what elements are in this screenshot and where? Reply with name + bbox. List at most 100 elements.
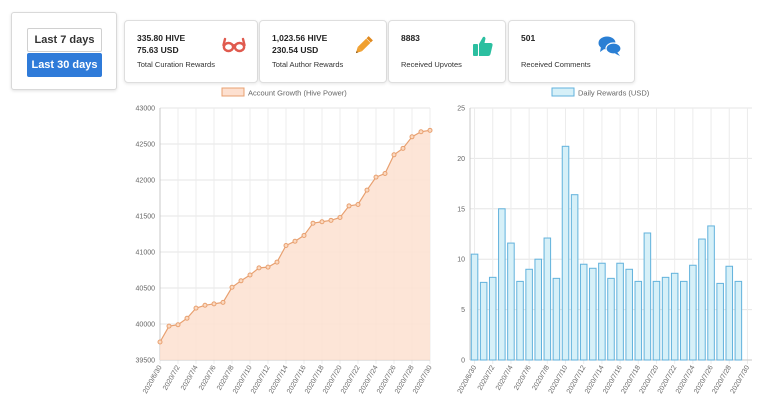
bar xyxy=(579,263,588,361)
data-point xyxy=(256,265,262,271)
bar xyxy=(661,276,670,361)
y-tick-label: 41500 xyxy=(136,214,156,221)
pencil-icon xyxy=(355,36,373,54)
data-point xyxy=(328,217,334,223)
curation-hive-value: 335.80 HIVE xyxy=(137,33,186,43)
x-tick-label: 2020/7/30 xyxy=(730,364,752,395)
y-tick-label: 10 xyxy=(457,257,465,264)
data-point xyxy=(211,301,217,307)
bar xyxy=(488,276,497,361)
x-tick-label: 2020/7/6 xyxy=(198,364,218,391)
data-point xyxy=(319,219,325,225)
bar xyxy=(643,232,652,361)
legend-swatch xyxy=(551,87,575,97)
x-tick-label: 2020/6/30 xyxy=(142,364,164,395)
last-7-days-button[interactable]: Last 7 days xyxy=(27,28,102,52)
last-30-days-button[interactable]: Last 30 days xyxy=(27,53,102,77)
bar xyxy=(525,268,533,361)
data-point xyxy=(427,127,433,133)
bar xyxy=(534,258,543,361)
bar xyxy=(589,267,597,361)
comments-icon xyxy=(598,36,622,56)
y-tick-label: 42000 xyxy=(136,178,156,185)
comments-label: Received Comments xyxy=(521,60,591,69)
data-point xyxy=(346,203,352,209)
data-point xyxy=(418,129,424,135)
curation-rewards-label: Total Curation Rewards xyxy=(137,60,215,69)
bar xyxy=(679,280,688,361)
thumbs-up-icon xyxy=(473,36,493,56)
author-rewards-label: Total Author Rewards xyxy=(272,60,344,69)
bar xyxy=(625,268,633,361)
legend-swatch xyxy=(221,87,245,97)
bar xyxy=(516,280,524,361)
data-point xyxy=(247,272,253,278)
comments-value: 501 xyxy=(521,33,536,43)
x-tick-label: 2020/6/30 xyxy=(457,364,479,395)
data-point xyxy=(220,299,226,305)
x-tick-label: 2020/7/30 xyxy=(412,364,434,395)
data-point xyxy=(274,259,280,265)
bar xyxy=(543,237,552,361)
x-tick-label: 2020/7/2 xyxy=(162,364,182,391)
x-tick-label: 2020/7/4 xyxy=(180,364,200,391)
data-point xyxy=(391,152,397,158)
author-rewards-card: 1,023.56 HIVE 230.54 USD Total Author Re… xyxy=(259,20,387,83)
y-tick-label: 20 xyxy=(457,156,465,163)
y-tick-label: 0 xyxy=(461,358,465,365)
bar xyxy=(561,145,570,361)
data-point xyxy=(166,323,172,329)
bar xyxy=(734,280,743,361)
bar xyxy=(689,264,697,361)
legend-label: Daily Rewards (USD) xyxy=(578,89,650,98)
y-tick-label: 40500 xyxy=(136,286,156,293)
x-tick-label: 2020/7/6 xyxy=(513,364,533,391)
author-hive-value: 1,023.56 HIVE xyxy=(272,33,328,43)
data-point xyxy=(238,278,244,284)
bar xyxy=(716,282,724,361)
data-point xyxy=(382,171,388,177)
data-point xyxy=(229,284,235,290)
y-tick-label: 5 xyxy=(461,307,465,314)
y-tick-label: 40000 xyxy=(136,322,156,329)
comments-card: 501 Received Comments xyxy=(508,20,635,83)
data-point xyxy=(409,134,415,140)
x-tick-label: 2020/7/8 xyxy=(216,364,236,391)
y-tick-label: 43000 xyxy=(136,106,156,113)
data-point xyxy=(175,322,181,328)
y-tick-label: 41000 xyxy=(136,250,156,257)
data-point xyxy=(400,145,406,151)
bar xyxy=(507,242,515,361)
data-point xyxy=(373,174,379,180)
data-point xyxy=(193,305,199,311)
data-point xyxy=(184,315,190,321)
y-tick-label: 15 xyxy=(457,206,465,213)
bar xyxy=(652,280,661,361)
data-point xyxy=(355,201,361,207)
upvotes-value: 8883 xyxy=(401,33,420,43)
bar xyxy=(607,277,615,361)
x-tick-label: 2020/7/4 xyxy=(495,364,515,391)
bar xyxy=(598,262,606,361)
bar xyxy=(698,238,706,361)
y-tick-label: 39500 xyxy=(136,358,156,365)
period-selector: Last 7 days Last 30 days xyxy=(11,12,117,90)
upvotes-card: 8883 Received Upvotes xyxy=(388,20,506,83)
bar xyxy=(670,272,679,361)
bar xyxy=(634,280,643,361)
legend-label: Account Growth (Hive Power) xyxy=(248,89,347,98)
upvotes-label: Received Upvotes xyxy=(401,60,462,69)
data-point xyxy=(283,243,289,249)
data-point xyxy=(364,187,370,193)
curation-usd-value: 75.63 USD xyxy=(137,45,179,55)
data-point xyxy=(292,238,298,244)
y-tick-label: 25 xyxy=(457,106,465,113)
x-tick-label: 2020/7/2 xyxy=(477,364,497,391)
glasses-icon xyxy=(222,37,246,53)
data-point xyxy=(301,232,307,238)
bar xyxy=(470,253,479,361)
bar xyxy=(570,194,579,361)
bar xyxy=(479,281,488,361)
curation-rewards-card: 335.80 HIVE 75.63 USD Total Curation Rew… xyxy=(124,20,258,83)
